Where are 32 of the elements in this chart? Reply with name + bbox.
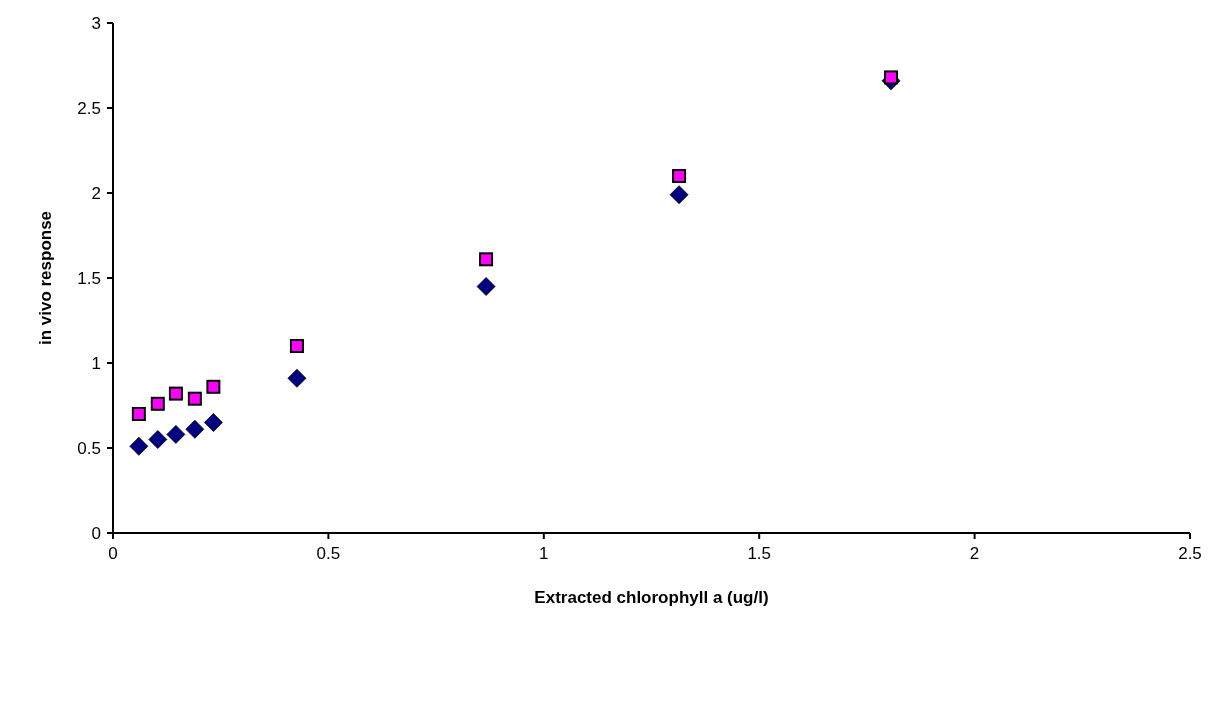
point (203, 413, 223, 432)
point (185, 419, 205, 439)
x-tick-label: 0.5 (316, 544, 341, 563)
point (129, 436, 149, 456)
point (187, 391, 202, 406)
point (148, 430, 168, 449)
point (479, 252, 494, 267)
y-axis-title: in vivo response (36, 210, 55, 346)
point (672, 169, 687, 183)
point (150, 396, 165, 411)
x-tick-label: 2 (969, 544, 980, 563)
x-tick-label: 1 (539, 544, 549, 563)
y-tick-label: 2.5 (77, 98, 101, 118)
x-axis-title: Extracted chlorophyll a (ug/l) (534, 588, 769, 607)
y-tick-label: 3 (91, 13, 101, 33)
point (669, 185, 689, 205)
y-tick-label: 0.5 (77, 438, 101, 458)
x-tick-label: 2.5 (1178, 544, 1202, 563)
point (168, 386, 183, 401)
point (287, 368, 307, 388)
point (131, 407, 146, 421)
point (476, 277, 496, 296)
point (289, 339, 304, 353)
point (206, 379, 221, 394)
y-tick-label: 0 (91, 523, 101, 543)
point (166, 425, 186, 444)
x-tick-label: 0 (108, 544, 118, 563)
y-tick-label: 1 (91, 353, 101, 373)
point (884, 70, 899, 85)
x-tick-label: 1.5 (747, 544, 772, 563)
y-tick-label: 2 (91, 183, 101, 203)
y-tick-label: 1.5 (77, 268, 101, 288)
